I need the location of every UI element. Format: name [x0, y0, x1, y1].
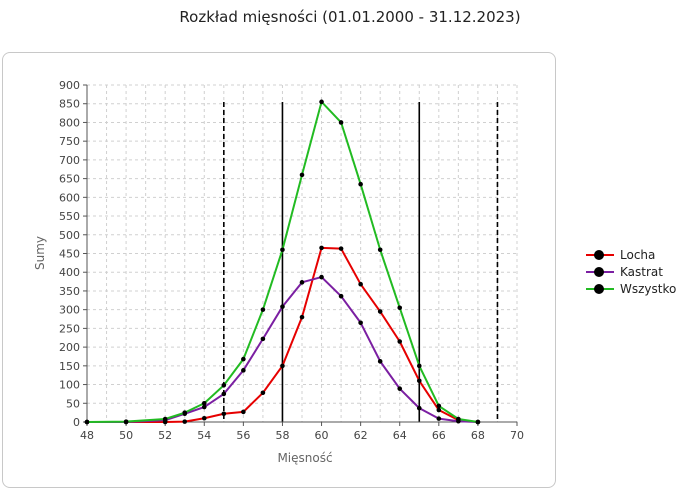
- data-point-wszystko: [84, 419, 90, 425]
- data-point-wszystko: [201, 400, 207, 406]
- data-point-kastrat: [397, 386, 403, 391]
- legend-label-locha: Locha: [620, 247, 656, 262]
- data-point-wszystko: [260, 307, 266, 312]
- y-axis-label: Sumy: [33, 236, 47, 270]
- y-tick-label: 750: [59, 135, 80, 148]
- x-axis-label: Mięsność: [277, 451, 332, 465]
- y-tick-label: 150: [59, 360, 80, 373]
- legend-item-kastrat[interactable]: Kastrat: [586, 263, 676, 280]
- data-point-kastrat: [221, 391, 227, 397]
- data-point-locha: [299, 314, 305, 320]
- x-tick-label: 66: [432, 429, 446, 442]
- y-tick-label: 300: [59, 304, 80, 317]
- data-point-kastrat: [260, 336, 266, 342]
- data-point-wszystko: [377, 247, 383, 253]
- data-point-locha: [241, 409, 246, 415]
- y-tick-label: 800: [59, 116, 80, 129]
- data-point-locha: [397, 339, 403, 344]
- data-point-kastrat: [338, 293, 344, 299]
- data-point-locha: [338, 246, 344, 251]
- data-point-wszystko: [299, 172, 305, 178]
- data-point-wszystko: [221, 383, 227, 388]
- data-point-locha: [201, 415, 207, 421]
- x-tick-label: 58: [275, 429, 289, 442]
- x-tick-label: 56: [236, 429, 250, 442]
- data-point-wszystko: [319, 99, 324, 105]
- series: [84, 99, 481, 425]
- y-tick-label: 100: [59, 379, 80, 392]
- data-point-kastrat: [377, 359, 383, 364]
- y-tick-label: 900: [59, 79, 80, 92]
- data-point-locha: [319, 245, 324, 251]
- x-tick-label: 60: [315, 429, 329, 442]
- data-point-kastrat: [436, 416, 442, 421]
- data-point-wszystko: [475, 419, 481, 425]
- data-point-kastrat: [299, 280, 305, 285]
- data-point-wszystko: [162, 416, 168, 422]
- vertical-markers: [223, 102, 499, 422]
- data-point-wszystko: [416, 363, 422, 369]
- plot-frame: [2, 52, 556, 488]
- data-point-wszystko: [436, 403, 442, 409]
- x-tick-label: 64: [393, 429, 407, 442]
- y-tick-label: 650: [59, 173, 80, 186]
- legend-label-wszystko: Wszystko: [620, 281, 677, 296]
- grid: [86, 84, 518, 423]
- legend-swatch-wszystko: [586, 283, 614, 294]
- data-point-locha: [377, 309, 383, 314]
- data-point-locha: [416, 378, 422, 384]
- y-tick-label: 200: [59, 341, 80, 354]
- legend-swatch-locha: [586, 249, 614, 260]
- data-point-kastrat: [416, 405, 422, 411]
- data-point-wszystko: [338, 120, 344, 125]
- legend-label-kastrat: Kastrat: [620, 264, 663, 279]
- data-point-wszystko: [397, 305, 403, 311]
- y-tick-label: 700: [59, 154, 80, 167]
- y-tick-label: 450: [59, 248, 80, 261]
- legend: Locha Kastrat Wszystko: [586, 246, 676, 297]
- y-tick-label: 250: [59, 322, 80, 335]
- legend-item-locha[interactable]: Locha: [586, 246, 676, 263]
- x-tick-label: 54: [197, 429, 211, 442]
- y-tick-label: 500: [59, 229, 80, 242]
- data-point-wszystko: [241, 356, 246, 362]
- x-tick-label: 70: [510, 429, 524, 442]
- data-point-kastrat: [201, 404, 207, 410]
- data-point-wszystko: [280, 247, 285, 253]
- data-point-wszystko: [182, 410, 188, 415]
- data-point-kastrat: [319, 274, 324, 280]
- data-point-kastrat: [358, 320, 363, 326]
- y-tick-label: 50: [66, 397, 80, 410]
- x-tick-label: 68: [471, 429, 485, 442]
- y-tick-label: 0: [73, 416, 80, 429]
- data-point-wszystko: [123, 419, 129, 424]
- data-point-locha: [358, 281, 363, 287]
- legend-swatch-kastrat: [586, 266, 614, 277]
- data-point-kastrat: [280, 304, 285, 309]
- x-tick-label: 52: [158, 429, 172, 442]
- y-tick-label: 400: [59, 266, 80, 279]
- y-tick-label: 850: [59, 98, 80, 111]
- data-point-wszystko: [456, 416, 461, 422]
- data-point-locha: [436, 407, 442, 413]
- axes: 0 50 100 150 200 250 300 350 400 450 500 550 600 650 7…: [59, 79, 524, 442]
- data-point-locha: [280, 363, 285, 369]
- y-tick-label: 350: [59, 285, 80, 298]
- y-tick-label: 600: [59, 191, 80, 204]
- chart-title: Rozkład mięsności (01.01.2000 - 31.12.20…: [179, 8, 521, 26]
- x-tick-label: 62: [354, 429, 368, 442]
- data-point-wszystko: [358, 181, 363, 187]
- x-tick-label: 48: [80, 429, 94, 442]
- data-point-locha: [221, 411, 227, 417]
- y-tick-label: 550: [59, 210, 80, 223]
- legend-item-wszystko[interactable]: Wszystko: [586, 280, 676, 297]
- x-tick-label: 50: [119, 429, 133, 442]
- data-point-kastrat: [241, 368, 246, 373]
- data-point-locha: [260, 390, 266, 396]
- data-point-locha: [182, 419, 188, 424]
